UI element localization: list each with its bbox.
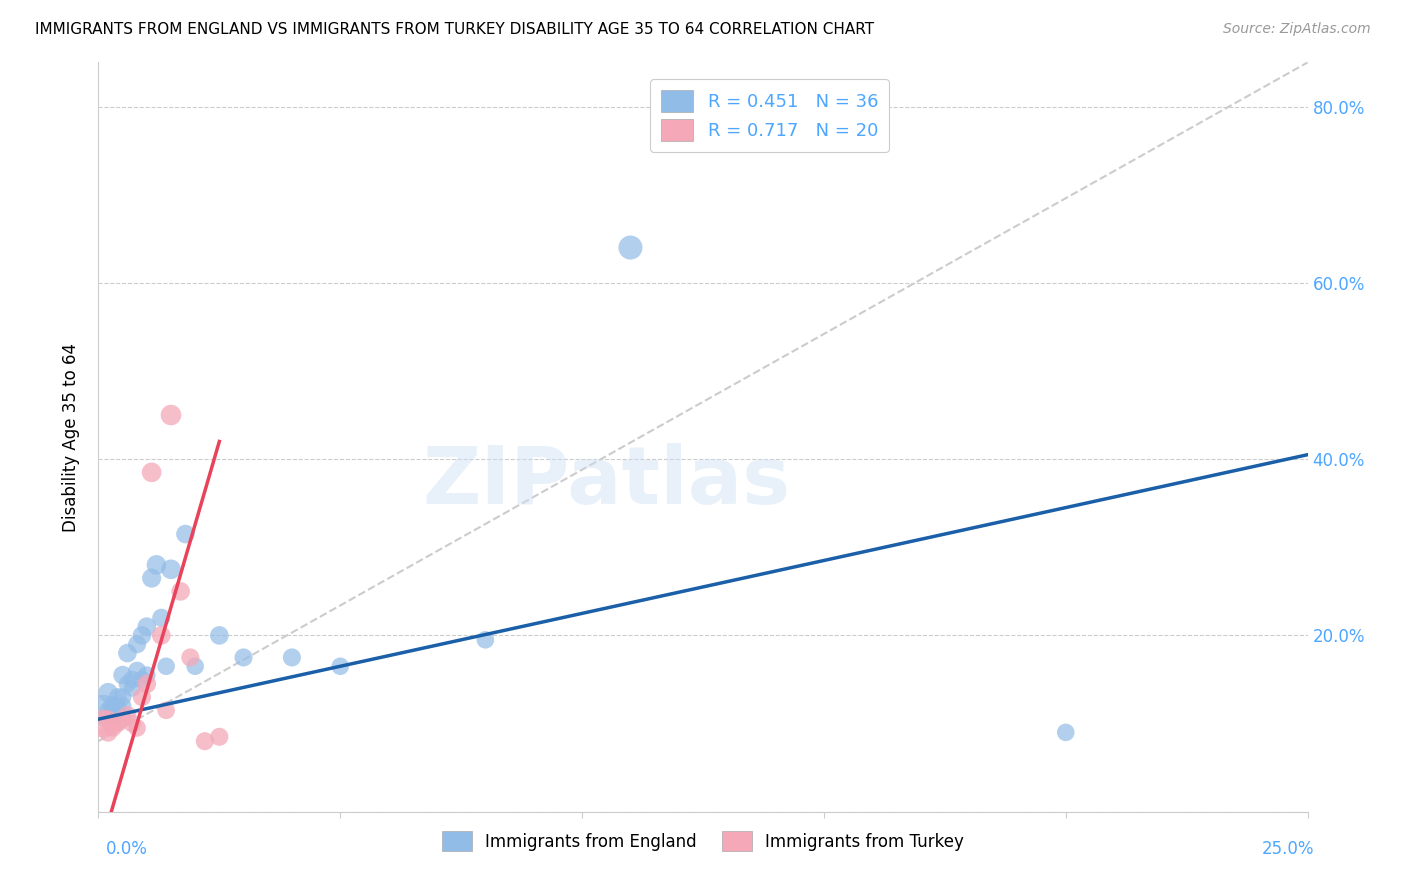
Point — [135, 668, 157, 682]
Point — [169, 584, 191, 599]
Point — [107, 716, 129, 731]
Point — [619, 241, 641, 255]
Point — [131, 628, 153, 642]
Point — [194, 734, 217, 748]
Point — [474, 632, 496, 647]
Text: IMMIGRANTS FROM ENGLAND VS IMMIGRANTS FROM TURKEY DISABILITY AGE 35 TO 64 CORREL: IMMIGRANTS FROM ENGLAND VS IMMIGRANTS FR… — [35, 22, 875, 37]
Point — [184, 659, 207, 673]
Point — [1054, 725, 1077, 739]
Point — [127, 664, 149, 678]
Point — [131, 673, 153, 687]
Point — [174, 527, 197, 541]
Text: Source: ZipAtlas.com: Source: ZipAtlas.com — [1223, 22, 1371, 37]
Point — [127, 637, 149, 651]
Point — [111, 668, 134, 682]
Legend: Immigrants from England, Immigrants from Turkey: Immigrants from England, Immigrants from… — [433, 822, 973, 860]
Point — [121, 681, 143, 696]
Point — [127, 721, 149, 735]
Point — [121, 716, 143, 731]
Text: ZIPatlas: ZIPatlas — [422, 443, 790, 521]
Point — [107, 703, 129, 717]
Point — [155, 659, 177, 673]
Point — [208, 730, 231, 744]
Point — [208, 628, 231, 642]
Point — [97, 712, 120, 726]
Point — [135, 619, 157, 633]
Point — [329, 659, 352, 673]
Point — [111, 712, 134, 726]
Point — [101, 707, 124, 722]
Point — [155, 703, 177, 717]
Point — [101, 716, 124, 731]
Point — [117, 677, 139, 691]
Point — [101, 698, 124, 713]
Point — [179, 650, 201, 665]
Point — [111, 698, 134, 713]
Point — [117, 707, 139, 722]
Point — [101, 721, 124, 735]
Point — [150, 628, 173, 642]
Point — [135, 677, 157, 691]
Point — [160, 408, 183, 422]
Point — [117, 646, 139, 660]
Point — [91, 716, 114, 731]
Point — [141, 571, 163, 585]
Point — [131, 690, 153, 705]
Point — [97, 725, 120, 739]
Point — [107, 690, 129, 705]
Y-axis label: Disability Age 35 to 64: Disability Age 35 to 64 — [62, 343, 80, 532]
Point — [281, 650, 304, 665]
Point — [121, 673, 143, 687]
Text: 0.0%: 0.0% — [105, 840, 148, 858]
Point — [232, 650, 254, 665]
Point — [150, 611, 173, 625]
Point — [107, 698, 129, 713]
Point — [160, 562, 183, 576]
Point — [101, 703, 124, 717]
Point — [141, 466, 163, 480]
Point — [91, 703, 114, 717]
Point — [145, 558, 167, 572]
Point — [97, 703, 120, 717]
Point — [97, 686, 120, 700]
Point — [111, 690, 134, 705]
Text: 25.0%: 25.0% — [1263, 840, 1315, 858]
